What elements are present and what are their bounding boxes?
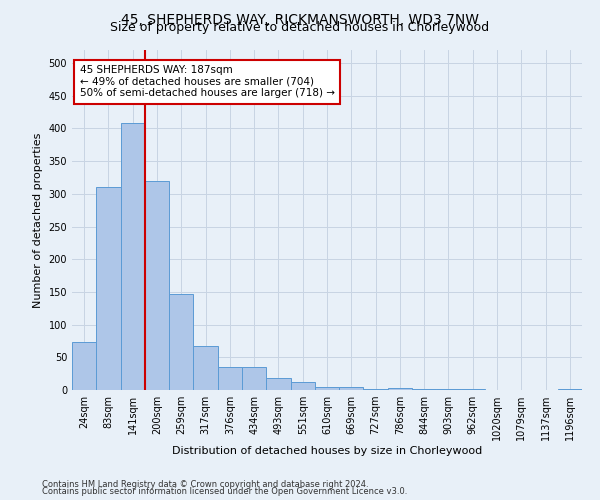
Text: 45 SHEPHERDS WAY: 187sqm
← 49% of detached houses are smaller (704)
50% of semi-: 45 SHEPHERDS WAY: 187sqm ← 49% of detach…	[80, 66, 335, 98]
Text: 45, SHEPHERDS WAY, RICKMANSWORTH, WD3 7NW: 45, SHEPHERDS WAY, RICKMANSWORTH, WD3 7N…	[121, 12, 479, 26]
Bar	[290, 382, 315, 390]
Bar	[266, 378, 290, 390]
Bar	[315, 386, 339, 390]
X-axis label: Distribution of detached houses by size in Chorleywood: Distribution of detached houses by size …	[172, 446, 482, 456]
Bar	[145, 181, 169, 390]
Y-axis label: Number of detached properties: Number of detached properties	[33, 132, 43, 308]
Bar	[388, 388, 412, 390]
Bar	[121, 123, 145, 390]
Bar	[193, 346, 218, 390]
Text: Contains public sector information licensed under the Open Government Licence v3: Contains public sector information licen…	[42, 487, 407, 496]
Text: Contains HM Land Registry data © Crown copyright and database right 2024.: Contains HM Land Registry data © Crown c…	[42, 480, 368, 489]
Text: Size of property relative to detached houses in Chorleywood: Size of property relative to detached ho…	[110, 21, 490, 34]
Bar	[169, 294, 193, 390]
Bar	[96, 186, 121, 390]
Bar	[339, 386, 364, 390]
Bar	[218, 367, 242, 390]
Bar	[72, 342, 96, 390]
Bar	[242, 367, 266, 390]
